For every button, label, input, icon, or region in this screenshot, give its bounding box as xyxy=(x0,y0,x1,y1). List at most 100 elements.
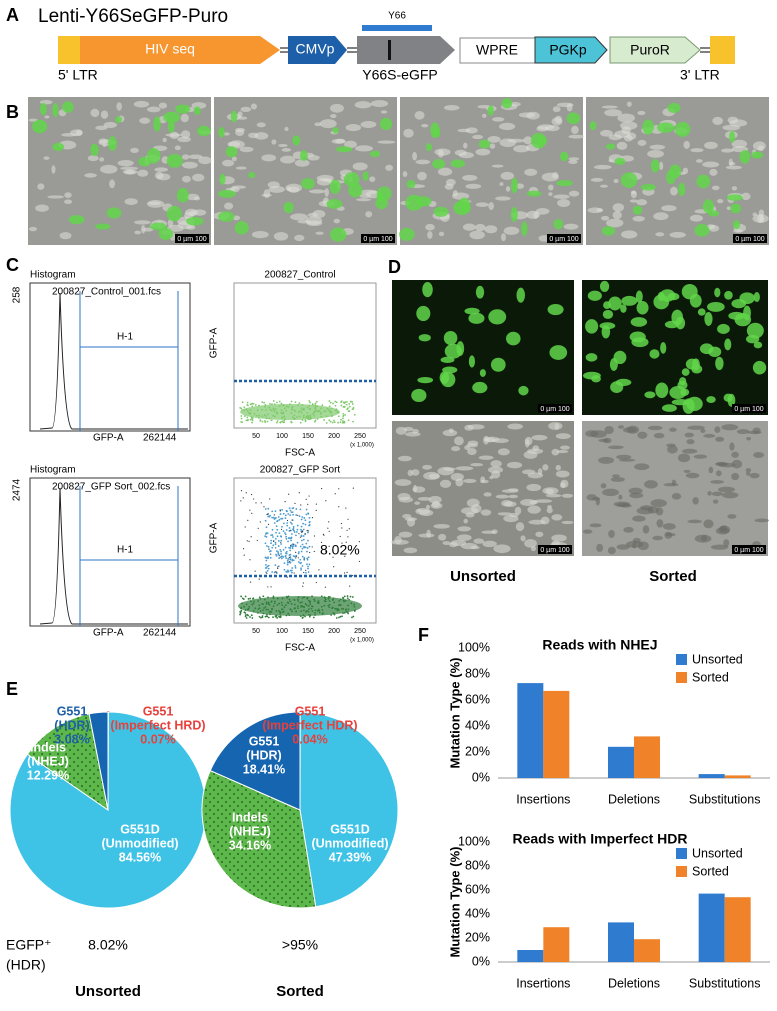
cell xyxy=(417,496,432,501)
cell xyxy=(526,483,542,492)
cell xyxy=(721,424,739,431)
event xyxy=(304,523,307,526)
event xyxy=(247,519,249,521)
cell xyxy=(632,537,641,544)
cell xyxy=(618,494,623,500)
event xyxy=(277,552,280,555)
event xyxy=(299,508,302,511)
cell xyxy=(745,471,751,476)
event xyxy=(345,541,347,543)
gate-label: H-1 xyxy=(117,545,134,556)
x-tick-label: Substitutions xyxy=(689,976,761,990)
scale-bar-box xyxy=(547,234,581,243)
cell xyxy=(608,134,622,141)
gfp-cell xyxy=(521,221,528,236)
event xyxy=(279,556,282,559)
cell xyxy=(443,104,460,111)
event xyxy=(349,585,351,587)
event xyxy=(289,521,292,524)
gfp-cell xyxy=(488,309,507,325)
cell xyxy=(560,482,566,489)
scale-bar: 0 µm 100 xyxy=(540,547,569,554)
cell xyxy=(493,544,511,554)
event xyxy=(301,531,304,533)
event xyxy=(295,555,297,557)
bar xyxy=(543,927,570,962)
event xyxy=(295,551,297,553)
event xyxy=(307,529,310,532)
event xyxy=(275,525,278,528)
event xyxy=(308,520,311,523)
event xyxy=(270,542,272,545)
event xyxy=(267,548,270,551)
event xyxy=(257,527,259,529)
cell xyxy=(726,206,732,210)
event xyxy=(267,556,269,559)
event xyxy=(328,405,331,408)
event xyxy=(295,514,298,516)
cell xyxy=(231,156,237,162)
event xyxy=(287,540,289,543)
event xyxy=(246,613,249,616)
event xyxy=(290,511,293,514)
cell xyxy=(395,426,407,435)
cell xyxy=(442,429,458,437)
y-tick-label: 20% xyxy=(465,930,490,944)
cell xyxy=(117,159,134,167)
cell xyxy=(64,192,72,199)
event xyxy=(281,525,283,528)
event xyxy=(341,527,343,529)
count: 258 xyxy=(12,286,23,303)
cell xyxy=(545,493,562,498)
bar xyxy=(724,775,751,778)
cell xyxy=(431,500,440,508)
slice-value: 12.29% xyxy=(27,768,69,782)
cell xyxy=(523,450,538,459)
legend-swatch xyxy=(676,848,687,859)
cell xyxy=(335,138,346,144)
cell xyxy=(440,479,452,488)
event xyxy=(281,508,284,511)
cell xyxy=(102,143,107,147)
event xyxy=(244,615,247,618)
event xyxy=(244,614,247,616)
cell xyxy=(650,499,667,508)
event xyxy=(267,507,270,510)
cell xyxy=(443,467,456,471)
event xyxy=(276,617,279,619)
event xyxy=(342,415,345,418)
event xyxy=(305,498,307,500)
event xyxy=(318,569,320,571)
event xyxy=(279,513,282,515)
cell xyxy=(548,422,563,430)
gfp-cell xyxy=(726,194,743,201)
event xyxy=(244,612,247,614)
y-tick-label: 100% xyxy=(458,834,490,848)
cell xyxy=(286,186,292,192)
cell xyxy=(417,171,427,181)
event xyxy=(267,545,270,548)
event xyxy=(262,595,265,598)
cell xyxy=(463,518,469,524)
event xyxy=(353,413,356,416)
event xyxy=(344,413,347,416)
gfp-cell xyxy=(362,171,369,181)
event xyxy=(270,419,273,422)
y-tick-label: 60% xyxy=(465,692,490,706)
cell xyxy=(513,145,530,153)
event xyxy=(260,616,262,619)
event xyxy=(321,487,323,490)
gfp-cell xyxy=(329,227,347,242)
gfp-cell xyxy=(559,151,569,162)
event xyxy=(301,565,304,567)
event xyxy=(275,571,278,573)
legend-label: Unsorted xyxy=(692,846,743,860)
cell xyxy=(495,196,511,201)
cell xyxy=(717,486,736,493)
cell xyxy=(174,145,181,151)
cell xyxy=(533,211,539,219)
cell xyxy=(759,215,765,223)
element-label: WPRE xyxy=(476,42,518,58)
event xyxy=(341,542,343,544)
cell xyxy=(422,464,432,470)
